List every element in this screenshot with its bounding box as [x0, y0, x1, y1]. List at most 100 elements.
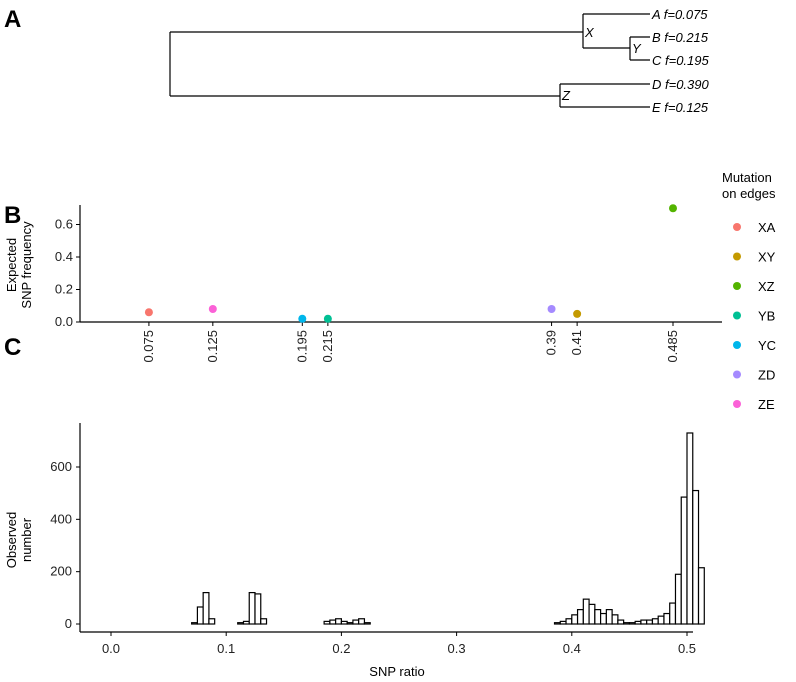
legend-key-yb [733, 311, 741, 320]
hist-xtick-label: 0.0 [102, 641, 120, 656]
histogram-bar [599, 612, 607, 625]
histogram-bar [617, 619, 625, 625]
scatter-xtick-label: 0.075 [141, 330, 156, 363]
histogram-bar [248, 591, 256, 625]
expected-frequency-scatter: 0.0 0.2 0.4 0.6 0.075 0.125 0.195 0.215 0.39 0.4… [4, 204, 722, 363]
tree-leaf-c: C f=0.195 [652, 53, 710, 68]
scatter-xtick-label: 0.41 [569, 330, 584, 355]
histogram-bar [611, 614, 619, 625]
histogram-bar [352, 619, 360, 625]
panel-label-b: B [4, 202, 21, 229]
histogram-bar [663, 612, 671, 625]
hist-ytick-label: 600 [50, 459, 72, 474]
legend-title-line1: Mutation [722, 170, 772, 185]
histogram-bar [553, 622, 561, 625]
histogram-bar [329, 619, 337, 625]
histogram-bar [340, 620, 348, 625]
legend-key-yc [733, 341, 741, 349]
histogram-bar [646, 619, 654, 625]
legend-key-xa [733, 223, 741, 231]
tree-node-y-label: Y [632, 41, 642, 56]
hist-xtick-label: 0.1 [217, 641, 235, 656]
scatter-ytick-label: 0.2 [55, 282, 73, 297]
histogram-bar [323, 620, 331, 625]
hist-ytick-label: 200 [50, 564, 72, 579]
tree-leaf-a: A f=0.075 [651, 7, 708, 22]
scatter-point-zd [547, 305, 556, 313]
histogram-bar [634, 620, 642, 625]
scatter-xtick-label: 0.125 [205, 330, 220, 363]
histogram-bar [576, 609, 584, 625]
histogram-bar [651, 618, 659, 625]
legend-key-xz [733, 282, 741, 290]
histogram-bar [191, 622, 198, 625]
histogram-bar [363, 622, 371, 625]
histogram-bar [582, 598, 590, 625]
legend-label-xz: XZ [758, 279, 775, 294]
histogram-bar [237, 622, 245, 625]
hist-ylabel-line1: Observed [4, 512, 19, 568]
scatter-ylabel-line1: Expected [4, 238, 19, 292]
scatter-point-xy [573, 309, 582, 318]
histogram-bar [358, 618, 366, 625]
scatter-point-yc [298, 314, 307, 323]
histogram-bar [680, 496, 688, 625]
panel-label-c: C [4, 334, 21, 361]
hist-ytick-label: 0 [65, 616, 72, 631]
histogram-bar [242, 620, 250, 625]
legend-label-yc: YC [758, 338, 776, 353]
legend: Mutation on edges XA XY XZ YB YC ZD ZE [722, 170, 776, 412]
histogram-bar [674, 573, 682, 625]
hist-xlabel: SNP ratio [369, 664, 424, 679]
scatter-point-xa [144, 308, 153, 317]
hist-ylabel-line2: number [19, 517, 34, 562]
scatter-xtick-label: 0.485 [665, 330, 680, 363]
histogram-bar [565, 618, 573, 625]
scatter-point-xz [669, 204, 677, 213]
scatter-ytick-label: 0.6 [55, 217, 73, 232]
histogram-bar [588, 603, 596, 625]
hist-ytick-label: 400 [50, 511, 72, 526]
histogram-bar [640, 619, 648, 625]
legend-label-xy: XY [758, 250, 776, 265]
legend-key-ze [733, 400, 741, 408]
tree-node-z-label: Z [561, 88, 571, 103]
histogram-bar [605, 609, 613, 625]
histogram-bar [202, 591, 210, 625]
legend-label-zd: ZD [758, 368, 775, 383]
hist-xtick-label: 0.5 [678, 641, 696, 656]
scatter-xtick-label: 0.195 [294, 330, 309, 363]
histogram-bar [571, 614, 579, 625]
tree-node-x-label: X [584, 25, 595, 40]
scatter-point-ze [208, 305, 217, 313]
legend-label-xa: XA [758, 220, 776, 235]
scatter-ylabel-line2: SNP frequency [19, 221, 34, 309]
histogram-bar [346, 622, 354, 625]
histogram-bar [559, 620, 567, 625]
tree-leaf-e: E f=0.125 [652, 100, 709, 115]
scatter-xtick-label: 0.39 [544, 330, 559, 355]
scatter-xtick-label: 0.215 [320, 330, 335, 363]
scatter-ytick-label: 0.4 [55, 249, 73, 264]
hist-xtick-label: 0.3 [448, 641, 466, 656]
hist-xtick-label: 0.4 [563, 641, 581, 656]
histogram-bar [594, 609, 602, 625]
legend-label-yb: YB [758, 309, 775, 324]
histogram-bar [623, 622, 631, 625]
legend-key-zd [733, 370, 741, 379]
phylogenetic-tree [169, 13, 650, 108]
histogram-bar [657, 615, 665, 625]
tree-leaf-d: D f=0.390 [652, 77, 710, 92]
histogram-bar [692, 489, 700, 625]
histogram-bar [628, 622, 636, 625]
legend-label-ze: ZE [758, 397, 775, 412]
scatter-ytick-label: 0.0 [55, 314, 73, 329]
legend-title-line2: on edges [722, 186, 776, 201]
tree-leaf-b: B f=0.215 [652, 30, 709, 45]
histogram-bar [686, 432, 694, 625]
histogram-bar [260, 618, 268, 625]
hist-xtick-label: 0.2 [332, 641, 350, 656]
histogram-bar [196, 606, 204, 625]
